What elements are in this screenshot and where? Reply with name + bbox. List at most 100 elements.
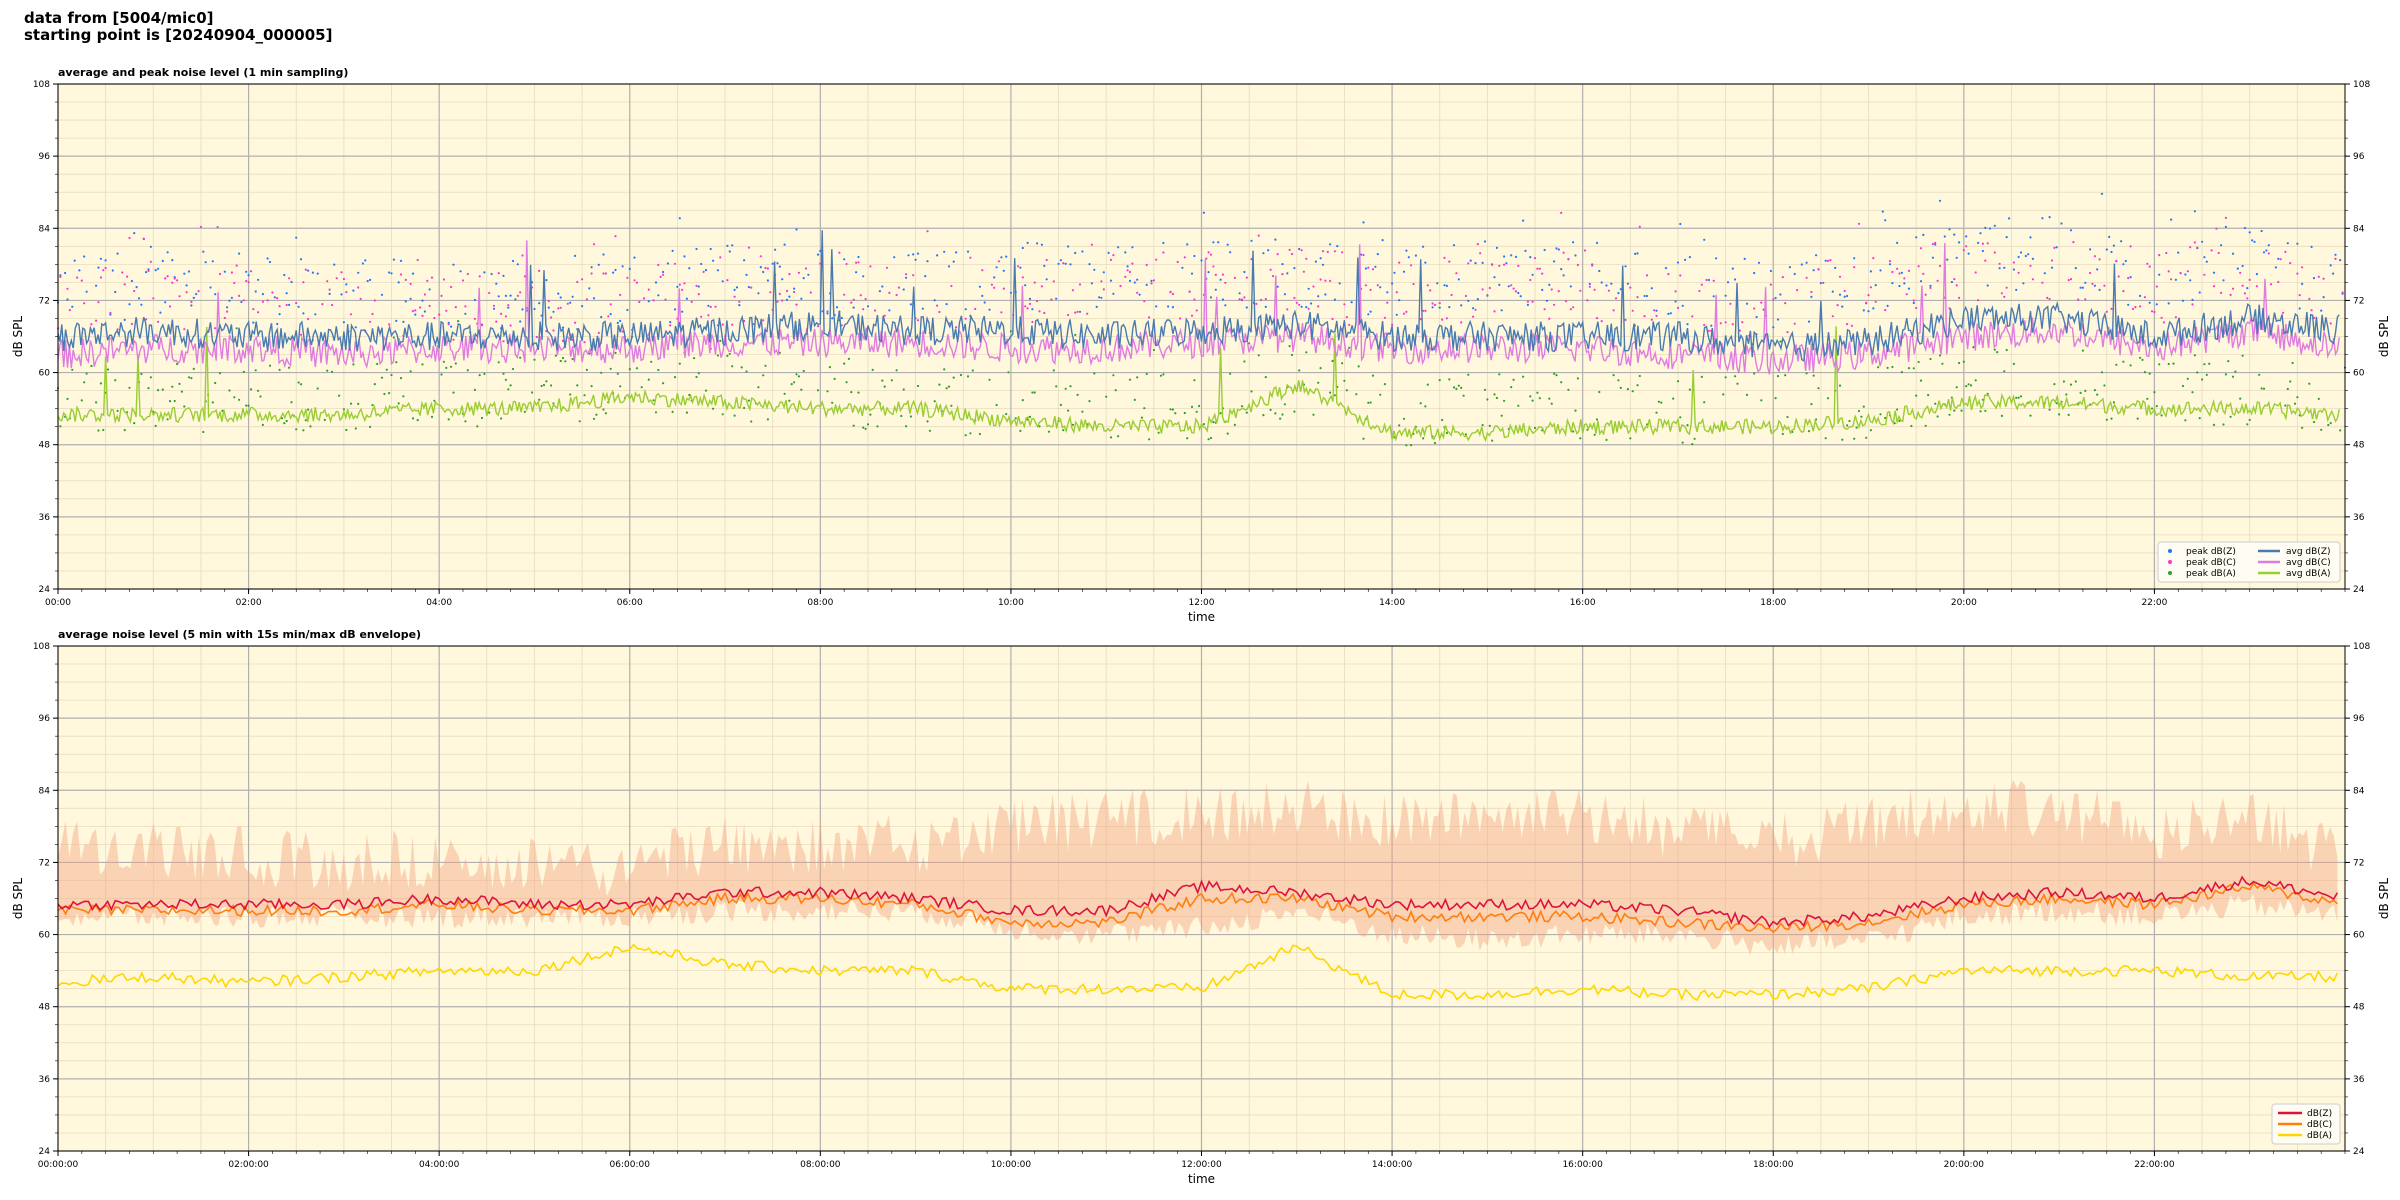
- chart1-peak-point: [852, 424, 855, 427]
- chart2-ytick-label-left: 108: [33, 642, 50, 652]
- chart1-peak-point: [1691, 315, 1694, 318]
- chart1-peak-point: [888, 309, 891, 312]
- chart1-peak-point: [2298, 294, 2301, 297]
- chart1-peak-point: [1862, 405, 1865, 408]
- source-line: data from [5004/mic0]: [24, 9, 214, 27]
- chart1-peak-point: [1212, 421, 1215, 424]
- chart1-peak-point: [1679, 416, 1682, 419]
- chart1-peak-point: [585, 368, 589, 371]
- chart1-peak-point: [80, 279, 83, 282]
- chart1-peak-point: [2277, 257, 2280, 260]
- chart1-peak-point: [226, 306, 229, 309]
- chart1-peak-point: [2279, 258, 2282, 261]
- chart1-peak-point: [900, 414, 903, 418]
- chart1-peak-point: [2048, 408, 2051, 411]
- chart1-peak-point: [1517, 404, 1520, 407]
- chart1-peak-point: [161, 388, 164, 391]
- chart1-peak-point: [757, 386, 760, 389]
- chart1-peak-point: [774, 248, 777, 251]
- chart1-peak-point: [507, 306, 510, 309]
- chart1-peak-point: [1190, 405, 1194, 408]
- chart1-peak-point: [421, 363, 424, 366]
- chart1-peak-point: [1376, 253, 1379, 256]
- chart1-peak-point: [1383, 316, 1386, 319]
- chart1-peak-point: [259, 395, 262, 398]
- chart1-peak-point: [480, 416, 484, 420]
- chart1-peak-point: [750, 286, 753, 289]
- chart1-ytick-label-right: 72: [2353, 296, 2364, 306]
- chart1-peak-point: [2129, 276, 2132, 279]
- chart1-peak-point: [604, 272, 608, 275]
- chart1-peak-point: [862, 275, 865, 278]
- chart1-peak-point: [1531, 399, 1534, 402]
- chart1-peak-point: [500, 312, 503, 315]
- chart1-peak-point: [238, 294, 241, 297]
- chart1-peak-point: [1169, 408, 1172, 411]
- chart1-peak-point: [1393, 271, 1396, 274]
- chart1-peak-point: [1260, 298, 1263, 301]
- chart1-peak-point: [1979, 232, 1982, 235]
- chart1-peak-point: [1898, 284, 1901, 288]
- chart1-peak-point: [552, 310, 555, 313]
- chart1-peak-point: [1555, 247, 1558, 250]
- chart1-peak-point: [276, 297, 279, 300]
- chart1-peak-point: [2067, 279, 2070, 282]
- chart1-peak-point: [257, 389, 260, 392]
- chart1-peak-point: [1150, 282, 1153, 285]
- chart1-peak-point: [1958, 296, 1961, 299]
- chart2-ytick-label-right: 108: [2353, 642, 2370, 652]
- chart1-peak-point: [571, 357, 574, 361]
- chart1-peak-point: [1045, 278, 1048, 281]
- chart2-xtick-label: 20:00:00: [1944, 1160, 1985, 1170]
- chart1-peak-point: [614, 351, 617, 354]
- chart1-peak-point: [1136, 291, 1139, 294]
- chart1-peak-point: [1576, 377, 1579, 380]
- chart1-peak-point: [1705, 278, 1708, 282]
- chart1-peak-point: [2339, 429, 2342, 432]
- chart1-peak-point: [2110, 250, 2113, 254]
- chart1-peak-point: [1574, 409, 1577, 412]
- chart1-peak-point: [1893, 422, 1896, 425]
- chart1-peak-point: [1031, 320, 1034, 324]
- chart1-peak-point: [1955, 256, 1958, 259]
- chart1-peak-point: [1636, 296, 1639, 299]
- chart1-peak-point: [1688, 388, 1691, 391]
- chart1-peak-point: [933, 400, 936, 403]
- chart1-peak-point: [514, 298, 517, 301]
- chart1-peak-point: [731, 323, 734, 326]
- chart1-peak-point: [497, 361, 500, 364]
- chart1-peak-point: [1988, 227, 1992, 230]
- chart1-peak-point: [1379, 286, 1382, 289]
- chart1-peak-point: [419, 306, 422, 309]
- chart1-peak-point: [1202, 211, 1205, 214]
- chart1-peak-point: [764, 364, 767, 367]
- chart1-peak-point: [1741, 321, 1744, 324]
- chart1-peak-point: [390, 272, 393, 275]
- chart1-peak-point: [833, 377, 836, 380]
- chart1-peak-point: [1093, 372, 1096, 375]
- chart1-peak-point: [592, 417, 596, 420]
- chart1-peak-point: [66, 397, 69, 400]
- chart1-peak-point: [454, 362, 457, 365]
- chart1-peak-point: [843, 293, 846, 296]
- chart1-peak-point: [1793, 272, 1796, 276]
- chart1-peak-point: [192, 367, 195, 370]
- chart1-peak-point: [159, 311, 162, 314]
- chart1-peak-point: [1424, 405, 1427, 408]
- chart1-peak-point: [905, 273, 908, 276]
- chart1-peak-point: [997, 260, 1001, 263]
- chart2-line-dba: [57, 943, 2339, 1002]
- chart1-peak-point: [1433, 303, 1437, 307]
- chart1-peak-point: [1917, 265, 1920, 268]
- chart1-peak-point: [1028, 415, 1032, 418]
- chart1-peak-point: [728, 250, 731, 253]
- chart1-peak-point: [1703, 401, 1706, 404]
- chart1-peak-point: [855, 271, 858, 274]
- chart1-peak-point: [1240, 405, 1244, 408]
- chart1-peak-point: [2017, 271, 2020, 274]
- chart1-peak-point: [137, 297, 141, 300]
- chart1-peak-point: [1250, 258, 1253, 261]
- chart1-peak-point: [1305, 257, 1308, 260]
- chart1-peak-point: [1817, 268, 1820, 271]
- chart1-peak-point: [399, 377, 403, 380]
